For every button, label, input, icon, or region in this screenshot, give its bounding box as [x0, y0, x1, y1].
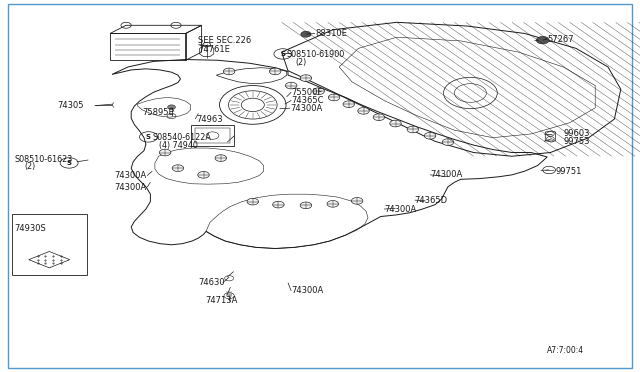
Circle shape: [172, 165, 184, 171]
Circle shape: [300, 75, 312, 81]
Text: S08540-6122A: S08540-6122A: [152, 133, 211, 142]
Circle shape: [215, 155, 227, 161]
Circle shape: [300, 202, 312, 209]
Circle shape: [343, 101, 355, 108]
Text: S08510-61900: S08510-61900: [287, 50, 345, 59]
Circle shape: [285, 82, 297, 89]
Text: 74365C: 74365C: [291, 96, 324, 105]
Circle shape: [159, 149, 171, 156]
Text: 74713A: 74713A: [205, 296, 237, 305]
Circle shape: [198, 171, 209, 178]
Text: 74761E: 74761E: [198, 45, 230, 54]
Text: 99603: 99603: [563, 129, 589, 138]
Circle shape: [328, 94, 340, 101]
Circle shape: [247, 198, 259, 205]
Circle shape: [313, 88, 324, 94]
Text: 75500F: 75500F: [291, 88, 323, 97]
Text: 74300A: 74300A: [290, 104, 322, 113]
Text: 99751: 99751: [556, 167, 582, 176]
Text: S08510-61623: S08510-61623: [14, 155, 72, 164]
Text: 57267: 57267: [547, 35, 574, 44]
Circle shape: [351, 198, 363, 204]
Circle shape: [269, 68, 281, 75]
Circle shape: [424, 132, 436, 139]
Text: 74963: 74963: [196, 115, 223, 124]
Circle shape: [301, 31, 311, 37]
Circle shape: [442, 139, 454, 145]
Text: S: S: [67, 160, 72, 166]
Text: 75895E: 75895E: [142, 108, 174, 117]
Text: SEE SEC.226: SEE SEC.226: [198, 36, 252, 45]
Bar: [12, 214, 87, 275]
Circle shape: [407, 126, 419, 133]
Text: 74300A: 74300A: [430, 170, 462, 179]
Text: S: S: [280, 51, 285, 57]
Text: 88310E: 88310E: [315, 29, 347, 38]
Text: (2): (2): [24, 162, 36, 171]
Text: 74300A: 74300A: [114, 171, 146, 180]
Circle shape: [358, 108, 369, 114]
Text: 74300A: 74300A: [114, 183, 146, 192]
Text: 74365D: 74365D: [415, 196, 448, 205]
Circle shape: [327, 201, 339, 207]
Text: 74930S: 74930S: [14, 224, 46, 233]
Text: (4) 74940: (4) 74940: [159, 141, 198, 150]
Text: 74300A: 74300A: [291, 286, 323, 295]
Text: 74300A: 74300A: [384, 205, 416, 214]
Circle shape: [223, 68, 235, 75]
Text: A7:7:00:4: A7:7:00:4: [547, 346, 584, 355]
Circle shape: [536, 36, 549, 44]
Text: 74630: 74630: [198, 278, 225, 287]
Text: 74305: 74305: [58, 101, 84, 110]
Text: (2): (2): [296, 58, 307, 67]
Circle shape: [273, 201, 284, 208]
Circle shape: [168, 105, 175, 109]
Text: 99753: 99753: [563, 137, 589, 146]
Circle shape: [390, 120, 401, 127]
Circle shape: [373, 114, 385, 121]
Text: S: S: [146, 134, 151, 140]
